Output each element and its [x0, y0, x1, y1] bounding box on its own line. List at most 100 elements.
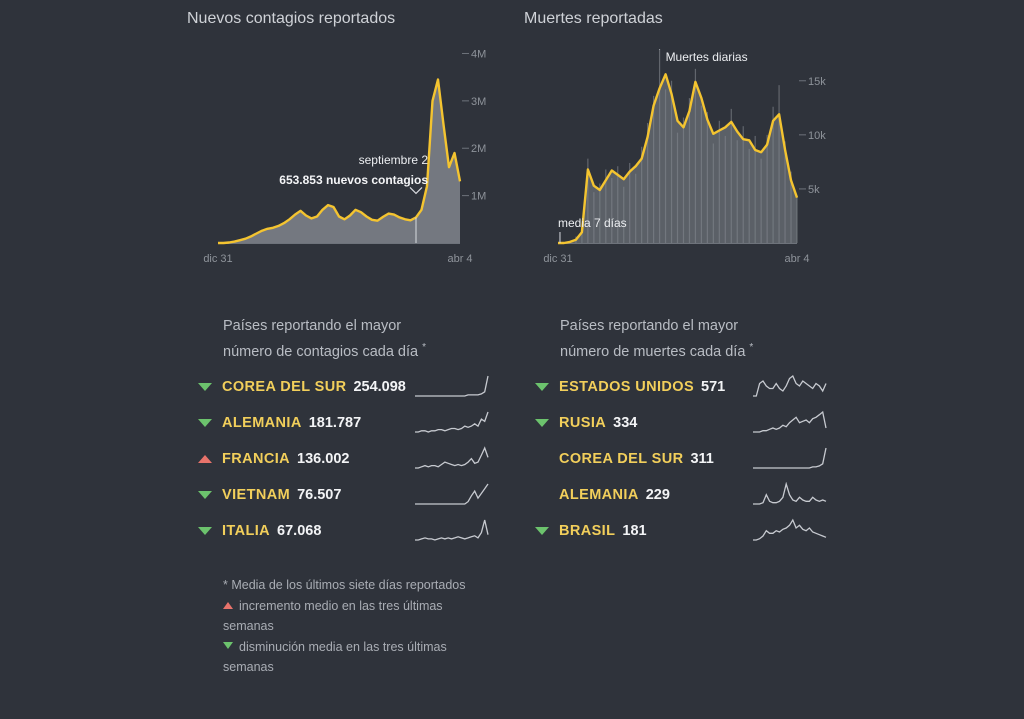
area-fill [558, 74, 797, 243]
sparkline [753, 410, 827, 433]
country-name: RUSIA [559, 415, 607, 431]
sparkline-container [414, 410, 489, 439]
sparkline-path [753, 410, 827, 433]
footnote-down: disminución media en las tres últimas se… [223, 636, 483, 677]
table-row: BRASIL 181 [534, 519, 647, 543]
sparkline-path [753, 374, 827, 397]
no-trend-spacer [534, 489, 550, 501]
chart-title-contagios: Nuevos contagios reportados [187, 10, 396, 27]
country-name: ALEMANIA [222, 415, 302, 431]
smoothed-line [558, 73, 799, 245]
country-value: 254.098 [353, 379, 406, 395]
sparkline [753, 374, 827, 397]
table-row: COREA DEL SUR 311 [534, 447, 714, 471]
contagios-area-chart: 4M 3M 2M 1M dic 31 abr 4 septiembre 2 653.853 n… [203, 48, 486, 265]
sparkline-path [415, 446, 489, 469]
table-row: VIETNAM 76.507 [197, 483, 341, 507]
y-tick-label: 4M [471, 48, 486, 60]
table-row: ITALIA 67.068 [197, 519, 321, 543]
sparkline-path [753, 481, 827, 505]
contagios-table-title-line1: Países reportando el mayor [223, 318, 402, 334]
country-value: 229 [645, 487, 670, 503]
country-value: 67.068 [277, 523, 322, 539]
table-row: ALEMANIA 229 [534, 483, 670, 507]
y-tick-label: 2M [471, 143, 486, 155]
down-triangle-icon [197, 525, 213, 537]
down-triangle-icon [534, 417, 550, 429]
sparkline-container [752, 481, 827, 511]
up-triangle-icon [197, 453, 213, 465]
country-value: 571 [701, 379, 726, 395]
sparkline [415, 411, 489, 433]
table-row: COREA DEL SUR 254.098 [197, 375, 406, 399]
sparkline-container [414, 482, 489, 511]
country-value: 334 [613, 415, 638, 431]
country-name: ALEMANIA [559, 487, 639, 503]
footnote: * Media de los últimos siete días report… [223, 575, 483, 677]
up-triangle-icon [223, 595, 233, 609]
sparkline-path [415, 375, 489, 397]
footnote-average: * Media de los últimos siete días report… [223, 578, 466, 592]
country-name: ITALIA [222, 523, 271, 539]
down-triangle-icon [197, 381, 213, 393]
x-end-label: abr 4 [447, 253, 472, 265]
average-label: media 7 días [558, 216, 627, 230]
smoothed-line [218, 78, 462, 245]
sparkline-container [414, 518, 489, 547]
y-tick-label: 15k [808, 76, 826, 88]
muertes-table-title-line2: número de muertes cada día * [560, 342, 754, 360]
area-fill [218, 79, 460, 243]
x-end-label: abr 4 [784, 253, 809, 265]
down-triangle-icon [197, 417, 213, 429]
table-row: ALEMANIA 181.787 [197, 411, 361, 435]
sparkline-container [414, 374, 489, 403]
country-name: ESTADOS UNIDOS [559, 379, 695, 395]
down-triangle-icon [534, 525, 550, 537]
country-name: BRASIL [559, 523, 616, 539]
sparkline-path [415, 519, 489, 541]
sparkline-container [414, 446, 489, 475]
country-name: COREA DEL SUR [559, 451, 684, 467]
sparkline [415, 446, 489, 469]
sparkline-path [753, 447, 827, 469]
y-tick-label: 3M [471, 96, 486, 108]
annotation-date: septiembre 2 [359, 153, 429, 167]
country-name: FRANCIA [222, 451, 291, 467]
down-triangle-icon [223, 636, 233, 649]
sparkline-container [752, 374, 827, 403]
sparkline [753, 481, 827, 505]
table-row: FRANCIA 136.002 [197, 447, 349, 471]
no-trend-spacer [534, 453, 550, 465]
country-name: COREA DEL SUR [222, 379, 347, 395]
sparkline [415, 375, 489, 397]
sparkline-path [415, 483, 489, 505]
country-value: 181 [622, 523, 647, 539]
sparkline-container [752, 518, 827, 547]
daily-label: Muertes diarias [666, 50, 748, 64]
down-triangle-icon [534, 381, 550, 393]
table-row: RUSIA 334 [534, 411, 637, 435]
sparkline [415, 519, 489, 541]
country-name: VIETNAM [222, 487, 291, 503]
x-start-label: dic 31 [543, 253, 572, 265]
country-value: 181.787 [308, 415, 362, 431]
footnote-up: incremento medio en las tres últimas sem… [223, 595, 483, 636]
sparkline [415, 483, 489, 505]
x-start-label: dic 31 [203, 253, 232, 265]
sparkline [753, 447, 827, 469]
country-value: 136.002 [297, 451, 350, 467]
muertes-area-chart: 15k 10k 5k dic 31 abr 4 Muertes diarias media … [543, 49, 826, 265]
chart-title-muertes: Muertes reportadas [524, 10, 663, 27]
y-tick-label: 1M [471, 191, 486, 203]
sparkline-path [753, 518, 827, 541]
country-value: 311 [690, 451, 714, 467]
y-tick-label: 5k [808, 184, 820, 196]
sparkline-path [415, 411, 489, 433]
sparkline-container [752, 446, 827, 475]
country-value: 76.507 [297, 487, 342, 503]
contagios-table-title: Países reportando el mayor número de con… [223, 315, 426, 363]
contagios-table-title-line2: número de contagios cada día * [223, 342, 427, 360]
table-row: ESTADOS UNIDOS 571 [534, 375, 725, 399]
down-triangle-icon [197, 489, 213, 501]
muertes-table-title: Países reportando el mayor número de mue… [560, 315, 753, 363]
